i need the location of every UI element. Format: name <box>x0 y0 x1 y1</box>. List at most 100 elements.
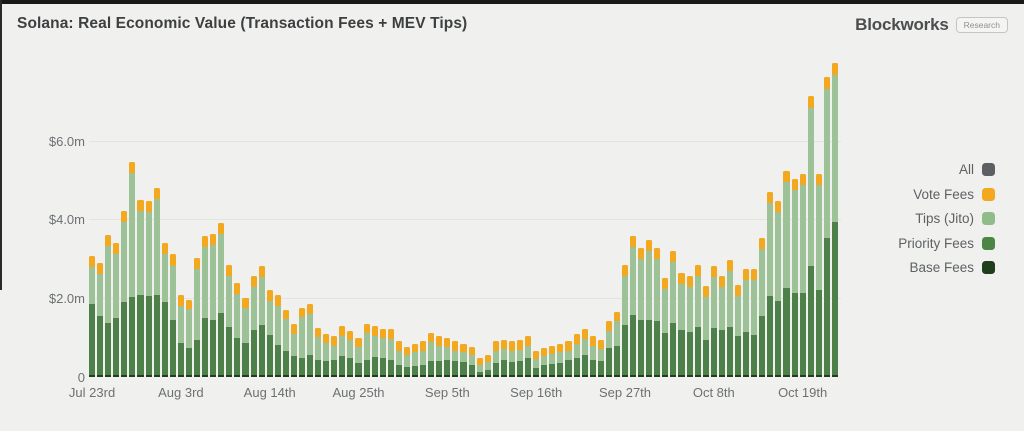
bar-day-59[interactable] <box>565 341 572 377</box>
bar-day-30[interactable] <box>331 336 338 377</box>
bar-day-72[interactable] <box>670 251 677 377</box>
bar-day-26[interactable] <box>298 307 306 377</box>
bar-day-43[interactable] <box>436 336 443 377</box>
bar-day-33[interactable] <box>355 337 362 377</box>
bar-day-8[interactable] <box>153 187 160 377</box>
bar-day-65[interactable] <box>613 311 620 377</box>
bar-day-3[interactable] <box>113 243 120 377</box>
bar-day-88[interactable] <box>799 174 806 377</box>
bar-day-29[interactable] <box>323 333 330 377</box>
bar-day-82[interactable] <box>751 269 758 377</box>
bar-day-45[interactable] <box>452 341 459 377</box>
bar-day-14[interactable] <box>202 236 209 377</box>
segment-base-fees <box>654 374 661 377</box>
bar-day-50[interactable] <box>492 341 499 377</box>
bar-day-61[interactable] <box>581 329 588 377</box>
bar-day-4[interactable] <box>121 211 128 377</box>
bar-day-52[interactable] <box>508 341 515 377</box>
legend-item-all[interactable]: All <box>898 162 995 177</box>
bar-day-74[interactable] <box>686 276 693 377</box>
bar-day-41[interactable] <box>420 341 427 377</box>
bar-day-10[interactable] <box>169 254 176 377</box>
bar-day-25[interactable] <box>290 324 297 377</box>
bar-day-15[interactable] <box>210 234 217 377</box>
bar-day-81[interactable] <box>743 269 750 377</box>
bar-day-85[interactable] <box>775 200 782 377</box>
bar-day-51[interactable] <box>500 339 507 377</box>
legend-item-priority-fees[interactable]: Priority Fees <box>898 236 995 251</box>
bar-day-69[interactable] <box>646 239 653 377</box>
bar-day-22[interactable] <box>266 289 273 377</box>
bar-day-73[interactable] <box>678 273 685 377</box>
bar-day-77[interactable] <box>710 266 717 377</box>
bar-day-49[interactable] <box>484 354 491 377</box>
bar-day-56[interactable] <box>541 347 548 377</box>
legend-item-tips-jito-[interactable]: Tips (Jito) <box>898 211 995 226</box>
bar-day-17[interactable] <box>226 264 233 377</box>
bar-day-47[interactable] <box>468 347 475 377</box>
bar-day-34[interactable] <box>363 323 370 377</box>
bar-day-63[interactable] <box>597 339 604 377</box>
bar-day-66[interactable] <box>621 264 629 377</box>
bar-day-71[interactable] <box>662 278 669 377</box>
bar-day-78[interactable] <box>718 276 725 377</box>
bar-day-11[interactable] <box>177 294 184 377</box>
bar-day-70[interactable] <box>654 247 661 377</box>
bar-day-48[interactable] <box>476 358 483 377</box>
blockworks-logo[interactable]: Blockworks Research <box>855 15 1008 35</box>
bar-day-75[interactable] <box>694 264 701 377</box>
bar-day-6[interactable] <box>137 200 144 377</box>
bar-day-21[interactable] <box>258 266 265 377</box>
bar-day-80[interactable] <box>735 284 742 377</box>
bar-day-1[interactable] <box>97 263 104 377</box>
bar-day-5[interactable] <box>129 161 136 377</box>
bar-day-44[interactable] <box>444 337 451 377</box>
bar-day-23[interactable] <box>274 294 281 377</box>
bar-day-38[interactable] <box>395 341 402 377</box>
bar-day-13[interactable] <box>193 258 201 377</box>
bar-day-37[interactable] <box>387 329 394 377</box>
bar-day-40[interactable] <box>412 344 419 377</box>
bar-day-32[interactable] <box>347 330 354 377</box>
bar-day-19[interactable] <box>242 298 249 377</box>
bar-day-18[interactable] <box>234 282 241 377</box>
bar-day-58[interactable] <box>557 344 564 377</box>
bar-day-57[interactable] <box>549 346 556 377</box>
bar-day-2[interactable] <box>105 235 112 377</box>
bar-day-79[interactable] <box>726 259 734 377</box>
bar-day-76[interactable] <box>702 286 709 377</box>
bar-day-28[interactable] <box>315 327 322 377</box>
bar-day-92[interactable] <box>831 63 838 377</box>
bar-day-20[interactable] <box>250 276 257 377</box>
bar-day-55[interactable] <box>533 351 540 377</box>
bar-day-31[interactable] <box>339 326 346 377</box>
bar-day-53[interactable] <box>516 340 524 377</box>
bar-day-89[interactable] <box>807 95 814 377</box>
bar-day-62[interactable] <box>589 336 596 377</box>
bar-day-84[interactable] <box>767 192 774 377</box>
bar-day-83[interactable] <box>759 237 766 377</box>
bar-day-87[interactable] <box>791 179 798 377</box>
bar-day-67[interactable] <box>630 236 637 377</box>
bar-day-16[interactable] <box>218 222 225 377</box>
bar-day-27[interactable] <box>307 304 314 377</box>
bar-day-7[interactable] <box>145 201 152 377</box>
bar-day-46[interactable] <box>460 343 467 377</box>
bar-day-36[interactable] <box>379 328 386 377</box>
bar-day-86[interactable] <box>783 170 790 377</box>
bar-day-39[interactable] <box>403 347 411 377</box>
bar-day-24[interactable] <box>282 310 289 377</box>
bar-day-68[interactable] <box>638 247 645 377</box>
bar-day-91[interactable] <box>823 77 830 377</box>
bar-day-90[interactable] <box>815 173 822 377</box>
bar-day-64[interactable] <box>605 321 612 377</box>
bar-day-0[interactable] <box>89 256 96 377</box>
bar-day-54[interactable] <box>525 336 532 377</box>
bar-day-60[interactable] <box>573 334 580 377</box>
legend-item-base-fees[interactable]: Base Fees <box>898 260 995 275</box>
bar-day-35[interactable] <box>371 326 378 377</box>
bar-day-9[interactable] <box>161 243 168 377</box>
bar-day-12[interactable] <box>185 299 192 377</box>
legend-item-vote-fees[interactable]: Vote Fees <box>898 187 995 202</box>
bar-day-42[interactable] <box>428 332 435 377</box>
